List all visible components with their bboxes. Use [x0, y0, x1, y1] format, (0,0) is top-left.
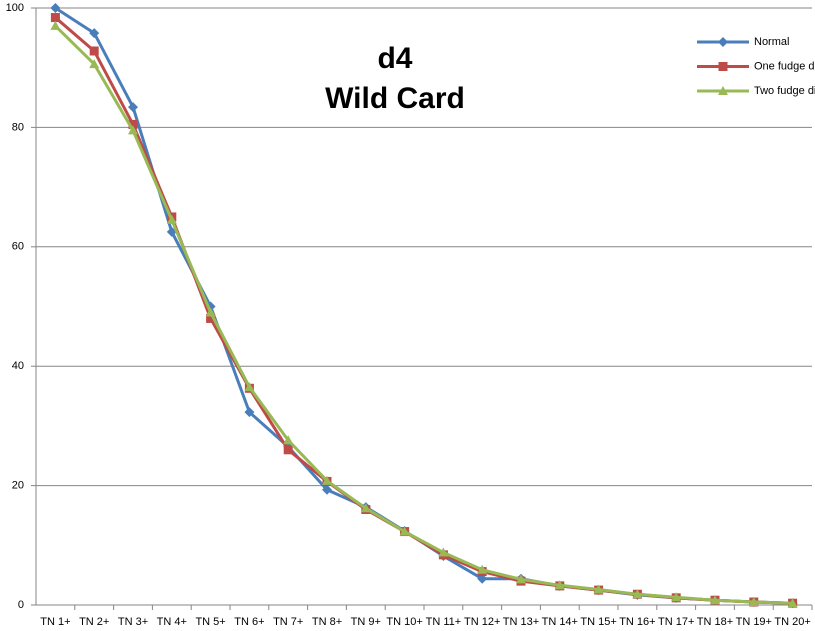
- chart-title: Wild Card: [325, 82, 465, 115]
- marker: [89, 59, 100, 69]
- marker: [477, 573, 488, 584]
- x-tick-label: TN 7+: [273, 616, 303, 628]
- marker: [205, 307, 216, 317]
- y-tick-label: 0: [18, 599, 24, 611]
- x-tick-label: TN 1+: [40, 616, 70, 628]
- legend-label: One fudge die: [754, 60, 815, 72]
- legend-marker: [718, 62, 728, 71]
- marker: [516, 574, 526, 584]
- x-tick-label: TN 19+: [736, 616, 772, 628]
- series-line: [54, 24, 793, 605]
- marker: [360, 503, 371, 513]
- marker: [206, 313, 216, 323]
- x-tick-label: TN 4+: [157, 616, 187, 628]
- x-tick-label: TN 2+: [79, 616, 109, 628]
- x-tick-label: TN 18+: [697, 616, 733, 628]
- marker: [322, 475, 332, 485]
- marker: [128, 125, 138, 135]
- marker: [89, 46, 99, 56]
- marker: [399, 526, 410, 536]
- x-tick-label: TN 3+: [118, 616, 148, 628]
- x-tick-label: TN 11+: [426, 616, 462, 628]
- marker: [283, 445, 293, 455]
- marker: [166, 214, 177, 224]
- marker: [50, 13, 60, 23]
- marker: [128, 102, 138, 113]
- marker: [244, 382, 255, 392]
- y-tick-label: 40: [12, 360, 24, 372]
- x-tick-label: TN 9+: [351, 616, 381, 628]
- y-tick-label: 20: [12, 480, 24, 492]
- legend-label: Two fudge dice: [754, 85, 815, 97]
- x-tick-label: TN 6+: [234, 616, 264, 628]
- y-tick-label: 100: [6, 2, 24, 14]
- marker: [50, 20, 61, 30]
- marker: [477, 564, 488, 574]
- legend-label: Normal: [754, 36, 789, 48]
- marker: [748, 597, 759, 607]
- marker: [593, 584, 604, 594]
- legend-marker: [718, 86, 728, 95]
- marker: [128, 119, 138, 129]
- marker: [438, 547, 449, 557]
- marker: [554, 580, 565, 590]
- x-tick-label: TN 12+: [464, 616, 500, 628]
- x-tick-label: TN 15+: [580, 616, 616, 628]
- marker: [632, 589, 643, 599]
- marker: [322, 484, 332, 495]
- marker: [244, 407, 255, 418]
- x-tick-label: TN 10+: [386, 616, 422, 628]
- chart-title: d4: [377, 42, 412, 75]
- x-tick-label: TN 20+: [774, 616, 810, 628]
- marker: [710, 595, 720, 605]
- y-tick-label: 60: [12, 241, 24, 253]
- marker: [50, 3, 61, 13]
- marker: [89, 28, 100, 39]
- marker: [283, 435, 294, 445]
- x-tick-label: TN 5+: [195, 616, 225, 628]
- marker: [787, 598, 798, 608]
- x-tick-label: TN 13+: [503, 616, 539, 628]
- x-tick-label: TN 8+: [312, 616, 342, 628]
- legend-marker: [718, 37, 728, 47]
- y-tick-label: 80: [12, 121, 24, 133]
- x-tick-label: TN 14+: [542, 616, 578, 628]
- marker: [671, 592, 682, 602]
- x-tick-label: TN 17+: [658, 616, 694, 628]
- x-tick-label: TN 16+: [619, 616, 655, 628]
